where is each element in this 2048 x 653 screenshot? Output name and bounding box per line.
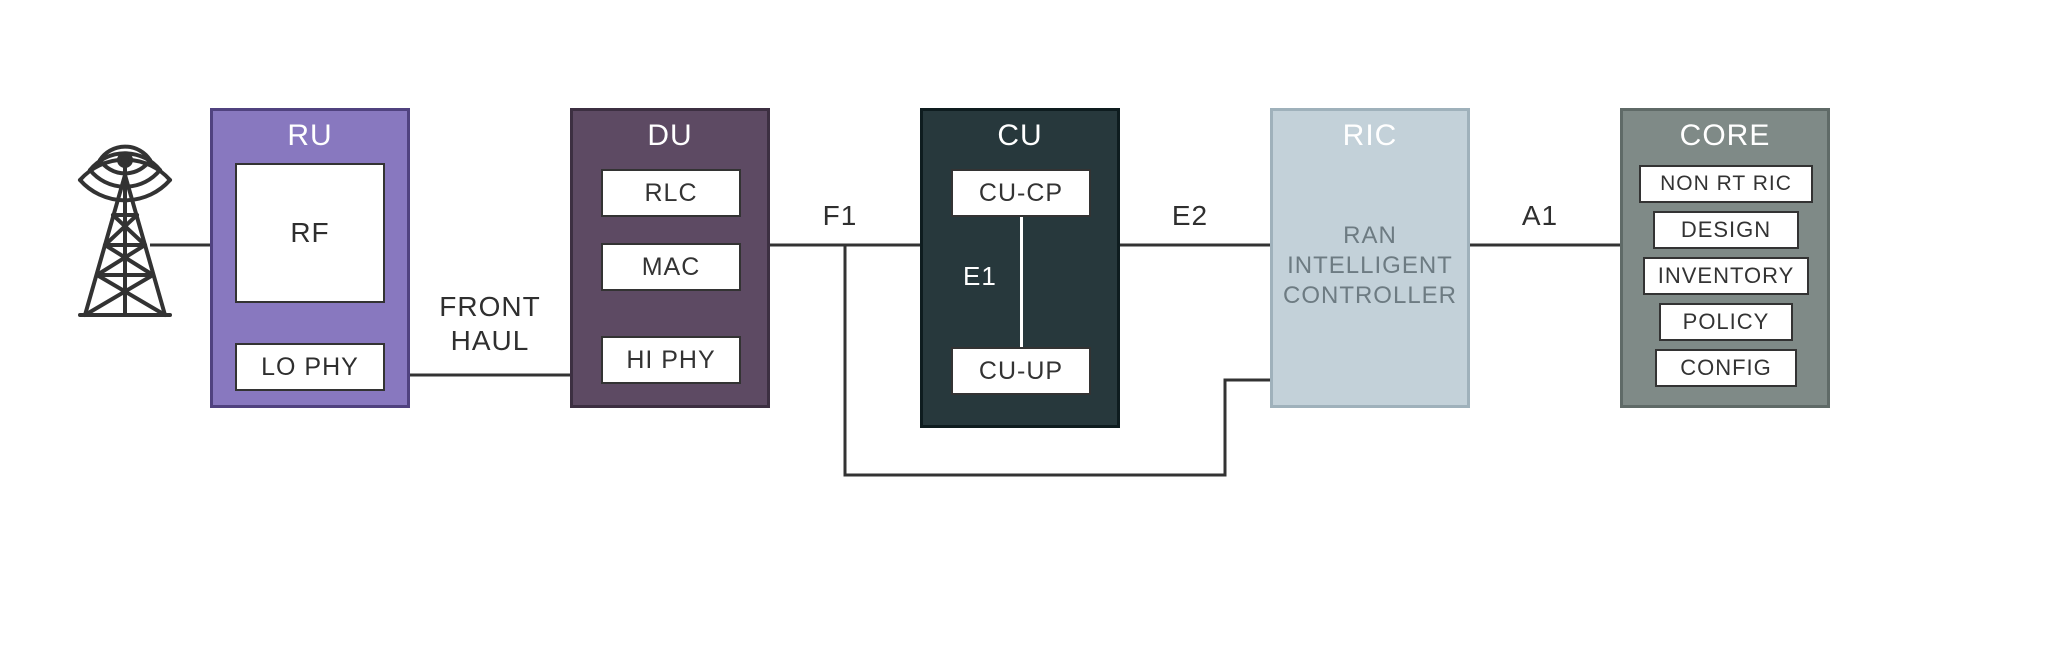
cu-cp-label: CU-CP <box>979 179 1063 208</box>
antenna-icon <box>55 115 195 320</box>
ric-sub-l2: INTELLIGENT <box>1273 251 1467 281</box>
cu-internal-connector <box>1020 217 1023 347</box>
a1-label: A1 <box>1510 200 1570 232</box>
core-nonrt-box: NON RT RIC <box>1639 165 1813 203</box>
du-title: DU <box>573 111 767 153</box>
cu-block: CU CU-CP E1 CU-UP <box>920 108 1120 428</box>
core-inv-label: INVENTORY <box>1658 263 1795 289</box>
cu-e1-label: E1 <box>963 261 997 292</box>
ric-sub-l1: RAN <box>1273 221 1467 251</box>
cu-cp-box: CU-CP <box>951 169 1091 217</box>
cu-up-label: CU-UP <box>979 357 1063 386</box>
ric-title: RIC <box>1273 111 1467 153</box>
du-mac-label: MAC <box>642 253 701 282</box>
f1-label: F1 <box>810 200 870 232</box>
ru-rf-box: RF <box>235 163 385 303</box>
e2-label: E2 <box>1160 200 1220 232</box>
ru-rf-label: RF <box>290 217 329 249</box>
core-block: CORE NON RT RIC DESIGN INVENTORY POLICY … <box>1620 108 1830 408</box>
fronthaul-label: FRONT HAUL <box>420 290 560 358</box>
core-design-box: DESIGN <box>1653 211 1799 249</box>
core-pol-label: POLICY <box>1683 309 1770 335</box>
ru-title: RU <box>213 111 407 153</box>
core-inv-box: INVENTORY <box>1643 257 1809 295</box>
du-rlc-box: RLC <box>601 169 741 217</box>
ric-block: RIC RAN INTELLIGENT CONTROLLER <box>1270 108 1470 408</box>
cu-up-box: CU-UP <box>951 347 1091 395</box>
du-mac-box: MAC <box>601 243 741 291</box>
du-rlc-label: RLC <box>644 179 697 208</box>
ru-block: RU RF LO PHY <box>210 108 410 408</box>
ran-architecture-diagram: RU RF LO PHY FRONT HAUL DU RLC MAC HI PH… <box>0 0 2048 653</box>
ru-lophy-box: LO PHY <box>235 343 385 391</box>
core-design-label: DESIGN <box>1681 217 1771 243</box>
cu-title: CU <box>923 111 1117 153</box>
core-cfg-box: CONFIG <box>1655 349 1797 387</box>
core-cfg-label: CONFIG <box>1680 355 1772 381</box>
ric-subtitle: RAN INTELLIGENT CONTROLLER <box>1273 221 1467 311</box>
core-nonrt-label: NON RT RIC <box>1660 172 1792 196</box>
du-hiphy-label: HI PHY <box>626 346 715 375</box>
ric-sub-l3: CONTROLLER <box>1273 281 1467 311</box>
core-title: CORE <box>1623 111 1827 153</box>
fronthaul-line1: FRONT <box>420 290 560 324</box>
fronthaul-line2: HAUL <box>420 324 560 358</box>
core-pol-box: POLICY <box>1659 303 1793 341</box>
du-block: DU RLC MAC HI PHY <box>570 108 770 408</box>
du-hiphy-box: HI PHY <box>601 336 741 384</box>
ru-lophy-label: LO PHY <box>261 353 359 382</box>
